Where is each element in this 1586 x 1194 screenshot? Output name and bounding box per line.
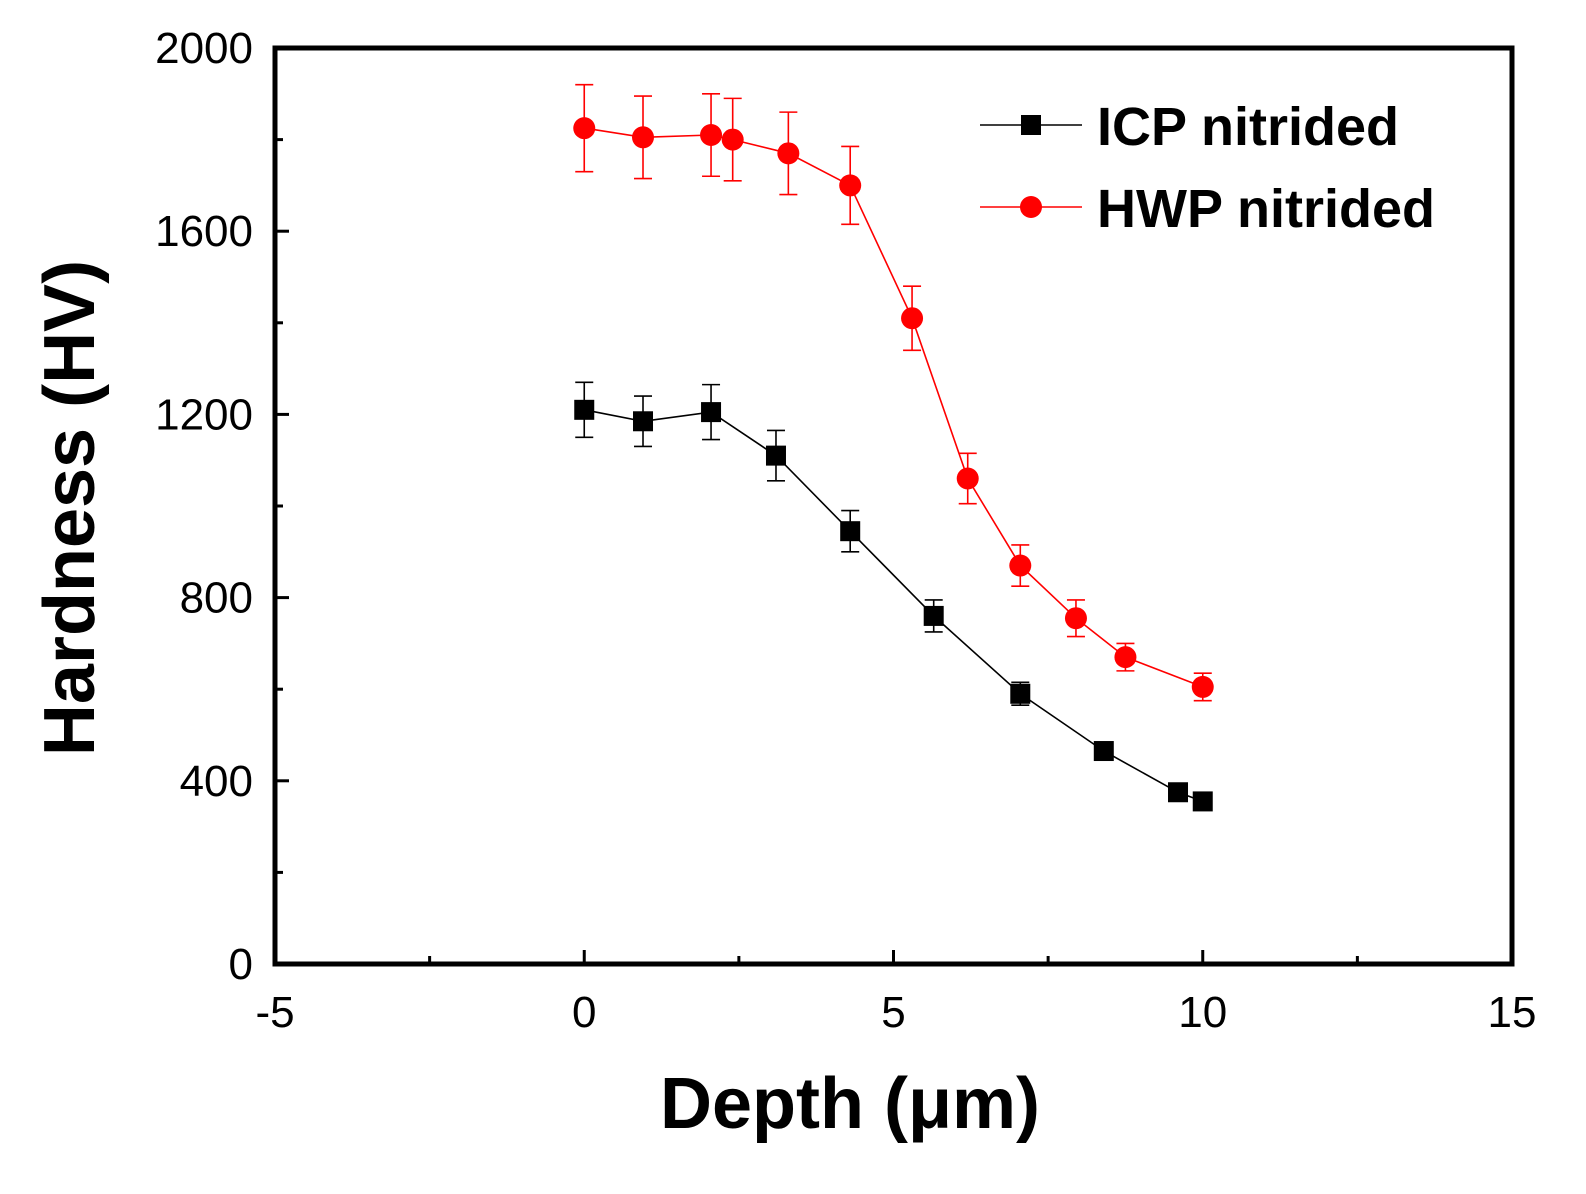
x-tick-label: 5	[881, 988, 905, 1037]
x-tick-label: 0	[572, 988, 596, 1037]
y-tick-label: 400	[180, 757, 253, 806]
legend-marker	[1021, 115, 1041, 135]
data-point	[1010, 683, 1031, 704]
series-1	[573, 83, 1214, 702]
series-line	[584, 409, 1204, 803]
data-point	[777, 142, 800, 165]
data-point	[1168, 782, 1189, 803]
data-point	[1192, 791, 1213, 812]
data-point	[1191, 675, 1214, 698]
data-point	[840, 521, 861, 542]
y-tick-label: 800	[180, 574, 253, 623]
data-point	[701, 402, 722, 423]
data-point	[1114, 646, 1137, 669]
legend-label: ICP nitrided	[1097, 97, 1399, 157]
legend-entry: ICP nitrided	[980, 97, 1399, 157]
legend-marker	[1020, 196, 1042, 218]
data-point	[1093, 741, 1114, 762]
x-tick-label: 15	[1488, 988, 1537, 1037]
data-point	[1009, 554, 1032, 577]
data-point	[923, 605, 944, 626]
x-tick-label: 10	[1178, 988, 1227, 1037]
data-point	[839, 174, 862, 197]
x-tick-label: -5	[255, 988, 294, 1037]
x-axis-title: Depth (μm)	[660, 1064, 1040, 1144]
y-tick-label: 2000	[155, 24, 253, 73]
data-point	[700, 124, 723, 147]
y-axis-title: Hardness (HV)	[30, 260, 110, 756]
legend-label: HWP nitrided	[1097, 179, 1435, 239]
data-point	[633, 411, 654, 432]
data-point	[765, 445, 786, 466]
data-point	[721, 128, 744, 151]
data-point	[956, 467, 979, 490]
y-tick-label: 1600	[155, 207, 253, 256]
series-0	[574, 381, 1213, 812]
y-tick-label: 0	[229, 940, 253, 989]
legend-entry: HWP nitrided	[980, 179, 1435, 239]
data-point	[1064, 607, 1087, 630]
y-tick-label: 1200	[155, 390, 253, 439]
data-point	[901, 307, 924, 330]
data-point	[573, 117, 596, 140]
data-point	[632, 126, 655, 149]
data-point	[574, 399, 595, 420]
